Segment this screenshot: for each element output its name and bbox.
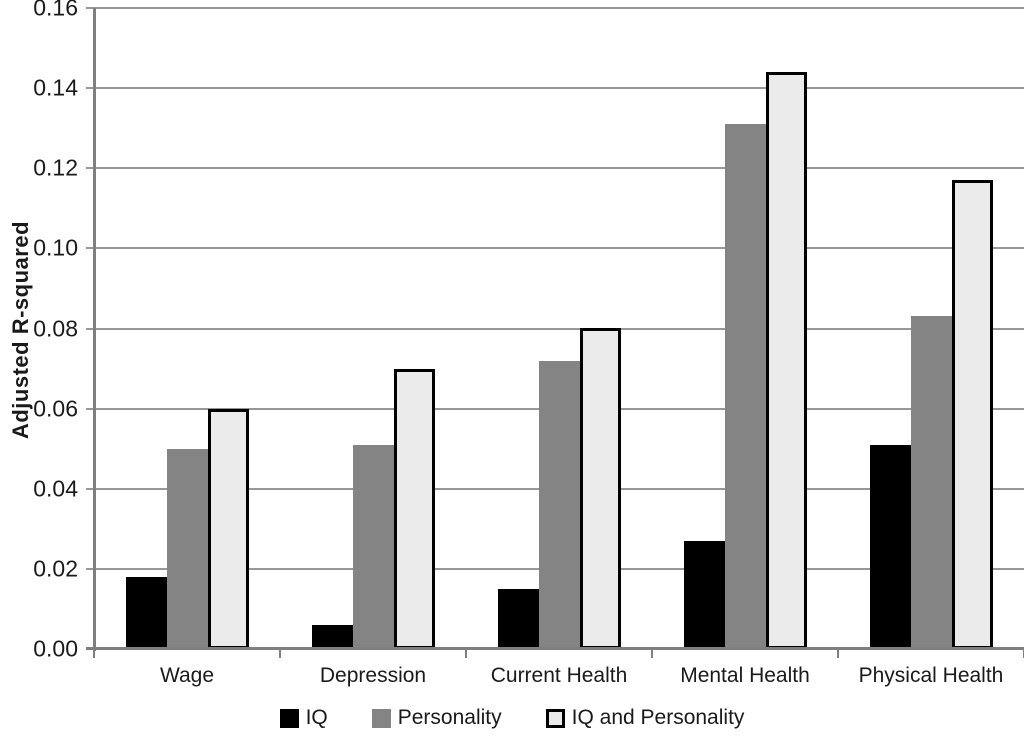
y-tick-label: 0.10 [33,234,78,261]
bar [393,369,435,649]
y-tick-label: 0.12 [33,154,78,181]
plot-area [86,7,1024,658]
legend-swatch-icon [279,708,299,728]
bar [724,124,766,649]
legend-label: IQ [305,706,328,729]
bar-group [838,8,1024,649]
y-tick-label: 0.02 [33,555,78,582]
bar-group [280,8,466,649]
x-axis-labels: Wage Depression Current Health Mental Healt… [94,664,1024,688]
y-tick-label: 0.08 [33,315,78,341]
y-tick-label: 0.14 [33,74,78,101]
category-label: Physical Health [858,664,1004,687]
bar [538,361,580,649]
x-tick [93,649,95,658]
bar [166,449,208,649]
category-label: Current Health [490,664,628,687]
bar-group [652,8,838,649]
bar [910,316,952,649]
bar [579,328,621,649]
gridline [86,247,1024,250]
y-axis-tick-labels: 0.16 0.14 0.12 0.10 0.08 0.06 0.04 0.02 0.00 [0,0,78,662]
legend-label: Personality [397,706,502,729]
x-axis [86,647,1024,650]
bar [311,625,353,649]
x-tick [837,649,839,658]
y-tick-label: 0.16 [33,0,78,21]
legend-label: IQ and Personality [571,706,745,729]
bar [765,72,807,649]
legend-item: Personality [371,706,502,730]
gridline [86,167,1024,170]
y-tick-label: 0.06 [33,395,78,422]
bar [869,445,911,649]
bar [683,541,725,649]
bar-group [466,8,652,649]
legend-swatch-icon [371,708,391,728]
gridline [86,87,1024,90]
bar [125,577,167,649]
gridline [86,7,1024,9]
bar-group [94,8,280,649]
y-tick-label: 0.04 [33,475,78,502]
legend-item: IQ [279,706,328,730]
y-tick-label: 0.00 [33,635,78,662]
bar [497,589,539,649]
x-tick [279,649,281,658]
category-label: Wage [159,664,215,687]
y-axis [93,8,96,651]
legend-item: IQ and Personality [545,706,745,730]
gridline [86,327,1024,330]
x-tick [651,649,653,658]
legend-swatch-icon [545,708,565,728]
bar [951,180,993,649]
x-tick [465,649,467,658]
bar [352,445,394,649]
bar [207,409,249,649]
legend: IQ Personality IQ and Personality [0,706,1024,730]
category-label: Depression [319,664,427,687]
category-label: Mental Health [680,664,810,687]
